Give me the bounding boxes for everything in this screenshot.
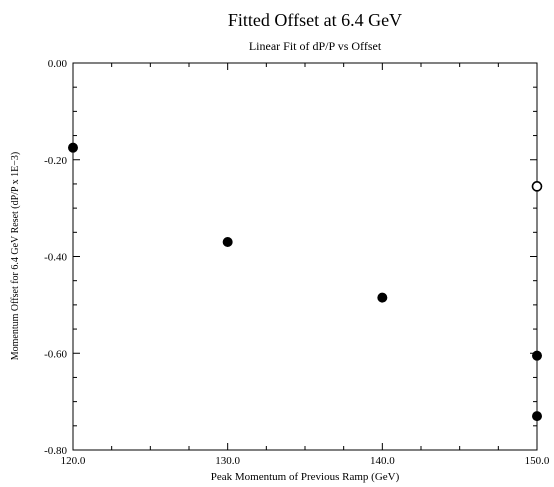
- chart-title: Fitted Offset at 6.4 GeV: [228, 10, 402, 30]
- data-point: [532, 350, 542, 361]
- data-point: [532, 411, 542, 422]
- ticks-layer: 120.0 130.0 140.0 150.0 0.00 -0.20 -0.40 -0.60 -…: [44, 58, 550, 467]
- points-layer: [68, 142, 543, 422]
- x-tick-label: 140.0: [370, 455, 395, 467]
- y-tick-label: -0.20: [44, 155, 67, 167]
- y-tick-label: -0.80: [44, 445, 67, 457]
- x-tick-label: 150.0: [525, 455, 550, 467]
- chart-subtitle: Linear Fit of dP/P vs Offset: [249, 39, 382, 53]
- y-axis-label: Momentum Offset for 6.4 GeV Reset (dP/P …: [10, 152, 21, 361]
- x-tick-label: 130.0: [215, 455, 240, 467]
- y-tick-label: -0.40: [44, 252, 67, 264]
- y-tick-label: 0.00: [48, 58, 68, 70]
- y-tick-label: -0.60: [44, 348, 67, 360]
- data-point: [68, 142, 78, 153]
- data-point-open: [531, 181, 543, 192]
- data-point: [377, 292, 388, 303]
- x-tick-label: 120.0: [61, 455, 86, 467]
- x-axis-label: Peak Momentum of Previous Ramp (GeV): [211, 471, 400, 483]
- data-point: [222, 236, 233, 247]
- plot-frame: [72, 62, 538, 451]
